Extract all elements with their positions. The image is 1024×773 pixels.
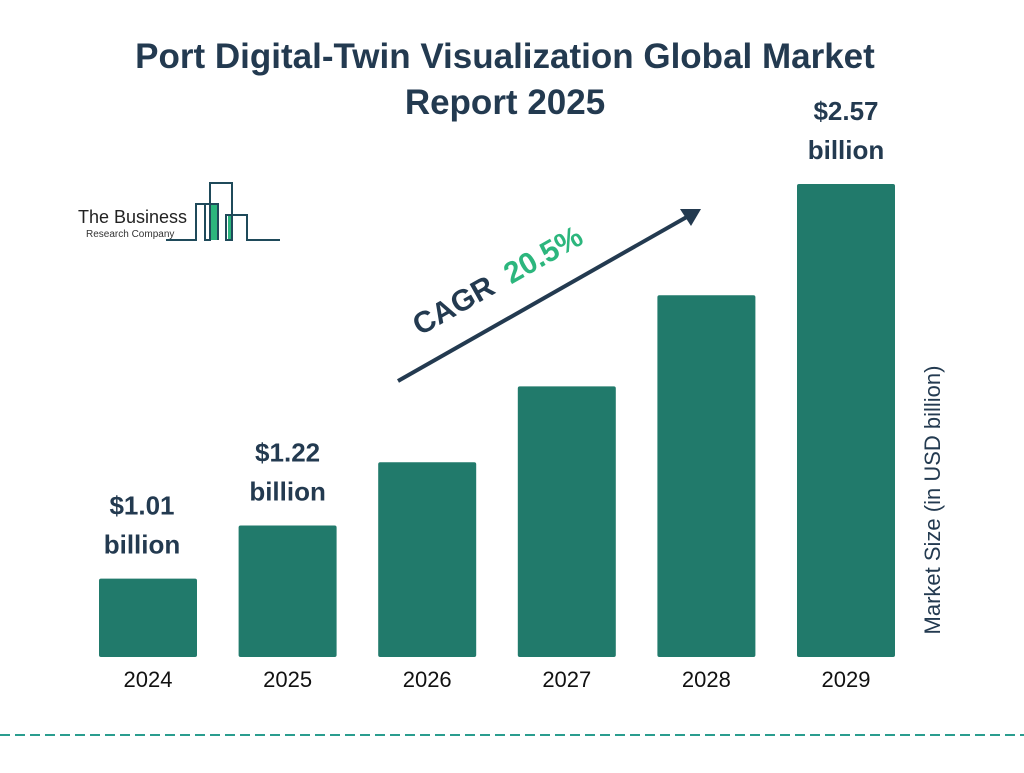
company-logo: The Business Research Company [78,182,280,241]
bar-2027 [517,386,616,657]
bar-2025 [238,525,337,657]
cagr-annotation: CAGR 20.5% [397,209,701,383]
bar-2028 [657,295,756,657]
data-label: $1.01 [109,491,174,521]
data-label: $1.22 [255,437,320,467]
logo-text-line-1: The Business [78,207,187,227]
bar-2029 [797,184,895,657]
bar-2026 [378,462,477,657]
x-tick-labels: 2024 2025 2026 2027 2028 2029 [124,667,871,692]
data-label: billion [249,476,326,506]
x-tick-label: 2025 [263,667,312,692]
x-tick-label: 2029 [822,667,871,692]
data-label: billion [808,135,885,165]
x-tick-label: 2027 [542,667,591,692]
y-axis-label: Market Size (in USD billion) [920,366,945,635]
arrow-head-icon [680,209,701,226]
bar-2024 [99,578,197,657]
data-label: billion [104,530,181,560]
chart-title-line-2: Report 2025 [405,83,605,122]
cagr-arrow [397,212,693,383]
data-labels: $1.01 billion $1.22 billion $2.57 billion [104,96,885,560]
bars-group [99,184,895,657]
x-tick-label: 2024 [124,667,173,692]
x-tick-label: 2028 [682,667,731,692]
chart-title-line-1: Port Digital-Twin Visualization Global M… [135,37,875,76]
x-tick-label: 2026 [403,667,452,692]
logo-text-line-2: Research Company [86,229,174,240]
data-label: $2.57 [813,96,878,126]
